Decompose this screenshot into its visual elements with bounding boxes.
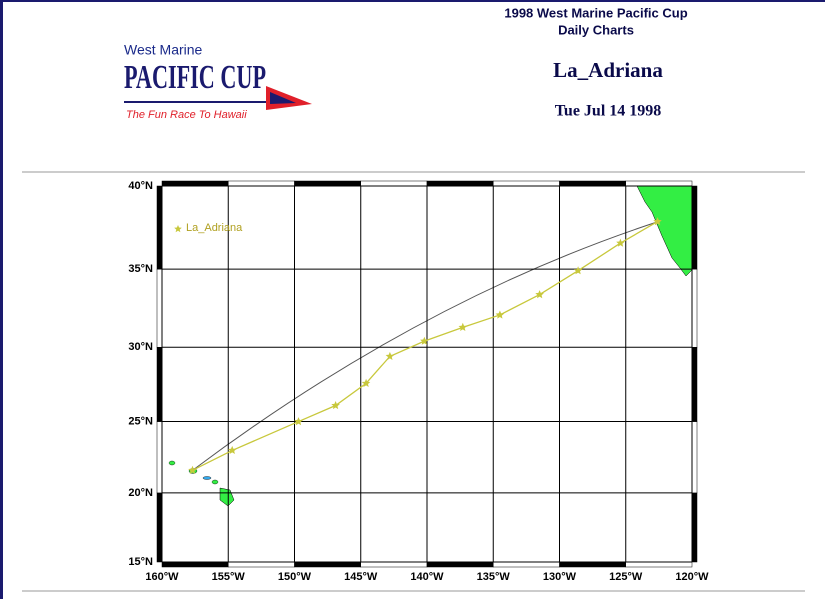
frame-bar	[691, 347, 698, 422]
frame-bar	[156, 492, 163, 563]
x-tick-label: 130°W	[543, 571, 577, 583]
land	[168, 185, 693, 507]
frame-bar	[493, 180, 560, 187]
left-border	[0, 0, 3, 599]
legend-label: La_Adriana	[186, 222, 243, 234]
track	[192, 221, 658, 471]
frame-bar	[426, 180, 494, 187]
x-tick-label: 140°W	[410, 571, 444, 583]
track-point	[458, 322, 468, 331]
frame-bar	[360, 561, 428, 568]
x-tick-label: 135°W	[477, 571, 511, 583]
frame-bar	[161, 561, 229, 568]
frame-bar	[294, 180, 361, 187]
frame-bar	[360, 180, 428, 187]
y-tick-label: 30°N	[128, 341, 153, 353]
frame-bar	[156, 347, 163, 422]
track-point	[573, 266, 583, 275]
california	[636, 185, 693, 277]
logo-name: PACIFIC CUP	[124, 59, 266, 96]
x-tick-label: 145°W	[344, 571, 378, 583]
frame-bar	[228, 561, 295, 568]
track-point	[227, 445, 237, 454]
frame-bar	[156, 185, 163, 270]
track-point	[653, 217, 662, 226]
logo-brand: West Marine	[124, 42, 203, 58]
subtitle: Daily Charts	[558, 22, 634, 37]
island	[219, 487, 235, 507]
y-tick-label: 25°N	[128, 415, 153, 427]
y-tick-label: 35°N	[128, 263, 153, 275]
frame	[156, 180, 698, 568]
frame-bar	[559, 561, 626, 568]
top-border	[0, 0, 825, 2]
frame-bar	[625, 561, 693, 568]
frame-bar	[691, 268, 698, 348]
track-point	[294, 417, 303, 426]
x-tick-label: 125°W	[609, 571, 643, 583]
track-point	[188, 465, 197, 474]
track-point	[420, 336, 429, 345]
frame-bar	[228, 180, 295, 187]
logo-flag	[266, 86, 312, 110]
boat-name: La_Adriana	[553, 58, 663, 82]
track-point	[495, 310, 505, 319]
island	[211, 479, 219, 485]
frame-bar	[426, 561, 494, 568]
frame-bar	[625, 180, 693, 187]
x-tick-label: 155°W	[212, 571, 246, 583]
frame-bar	[691, 492, 698, 563]
track-point	[361, 378, 371, 387]
date: Tue Jul 14 1998	[555, 103, 662, 120]
logo-flag	[270, 92, 296, 104]
frame-bar	[161, 180, 229, 187]
x-tick-label: 150°W	[278, 571, 312, 583]
track-point	[616, 238, 625, 247]
frame-bar	[691, 185, 698, 270]
legend-marker	[174, 225, 182, 233]
frame-bar	[156, 268, 163, 348]
frame-bar	[559, 180, 626, 187]
track-point	[385, 351, 395, 360]
frame-bar	[156, 421, 163, 494]
frame-bar	[294, 561, 361, 568]
island	[168, 460, 176, 466]
title: 1998 West Marine Pacific Cup	[504, 5, 687, 20]
x-tick-label: 160°W	[145, 571, 179, 583]
logo: West Marine PACIFIC CUP The Fun Race To …	[124, 42, 312, 121]
logo-tagline: The Fun Race To Hawaii	[126, 109, 247, 121]
frame-bar	[493, 561, 560, 568]
island	[202, 476, 212, 480]
frame-bar	[691, 421, 698, 494]
great-circle	[192, 221, 658, 471]
track-point	[331, 401, 340, 410]
track-point	[535, 290, 544, 299]
x-tick-label: 120°W	[675, 571, 709, 583]
y-tick-label: 15°N	[128, 556, 153, 568]
y-tick-label: 40°N	[128, 180, 153, 192]
y-tick-label: 20°N	[128, 487, 153, 499]
